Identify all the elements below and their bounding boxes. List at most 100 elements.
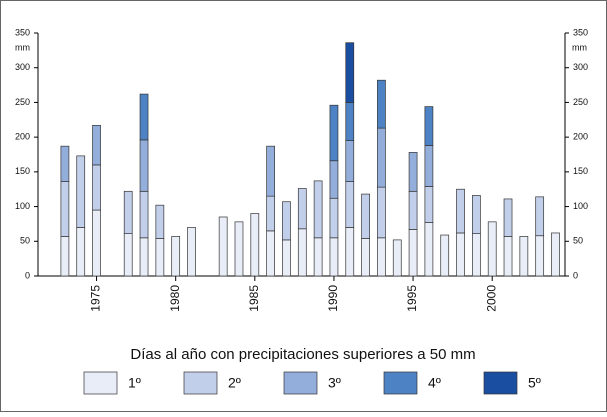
bar-segment	[92, 124, 101, 166]
bar-segment	[266, 145, 275, 197]
bar-segment	[345, 42, 355, 103]
bar-segment	[92, 164, 101, 211]
bar-segment	[472, 233, 481, 277]
bar-segment	[60, 145, 70, 182]
y2-tick-label: 150	[573, 166, 588, 176]
legend-swatch	[483, 371, 518, 395]
bar-segment	[266, 195, 275, 232]
bar-segment	[60, 181, 70, 237]
x-tick-label: 2000	[484, 285, 498, 312]
bar-segment	[535, 196, 545, 237]
bar-segment	[155, 238, 165, 277]
y2-tick-label: 50	[573, 236, 583, 246]
bar-segment	[76, 227, 86, 277]
y-tick-label: 350	[15, 27, 30, 37]
y-tick-label: 0	[25, 270, 30, 280]
bar-segment	[503, 198, 513, 237]
bar-segment	[377, 79, 386, 129]
y-tick-label: 200	[15, 132, 30, 142]
bar-segment	[250, 213, 260, 277]
y2-tick-label: 200	[573, 132, 588, 142]
bar-segment	[313, 237, 323, 277]
bar-segment	[123, 190, 133, 234]
bar-segment	[408, 190, 418, 230]
bar-segment	[377, 127, 386, 188]
bar-segment	[139, 237, 149, 277]
y-tick-label: 250	[15, 97, 30, 107]
bar-segment	[408, 229, 418, 277]
bar-segment	[60, 236, 70, 277]
x-tick-label: 1975	[89, 285, 103, 312]
bar-segment	[155, 204, 165, 239]
bar-segment	[424, 186, 434, 223]
y2-tick-label: 0	[573, 270, 578, 280]
bar-segment	[171, 236, 181, 277]
bar-segment	[503, 236, 513, 277]
legend-label: 2º	[228, 375, 241, 391]
bar-segment	[76, 155, 86, 228]
bar-segment	[329, 197, 339, 239]
y-tick-label: 50	[20, 236, 30, 246]
bar-segment	[345, 227, 355, 277]
bar-segment	[345, 181, 355, 228]
y2-unit: mm	[572, 42, 587, 52]
bar-segment	[329, 104, 339, 162]
bar-segment	[282, 239, 291, 277]
bar-segment	[392, 239, 402, 277]
legend-label: 4º	[428, 375, 441, 391]
bar-segment	[487, 221, 497, 277]
legend-label: 1º	[128, 375, 141, 391]
y2-tick-label: 250	[573, 97, 588, 107]
bar-segment	[139, 190, 149, 239]
y2-tick-label: 350	[573, 27, 588, 37]
legend-swatch	[183, 371, 218, 395]
x-tick-label: 1990	[326, 285, 340, 312]
bar-segment	[92, 209, 101, 277]
bar-segment	[424, 222, 434, 277]
y2-tick-label: 100	[573, 201, 588, 211]
bar-segment	[297, 228, 307, 277]
bar-segment	[424, 106, 434, 146]
bar-segment	[297, 188, 307, 230]
bar-segment	[456, 188, 465, 234]
bar-segment	[139, 93, 149, 141]
bar-segment	[282, 201, 291, 241]
bar-segment	[519, 236, 529, 277]
legend-swatch	[383, 371, 418, 395]
x-tick-label: 1980	[168, 285, 182, 312]
bar-segment	[424, 145, 434, 187]
legend-label: 3º	[328, 375, 341, 391]
x-tick-label: 1995	[405, 285, 419, 312]
legend-swatch	[83, 371, 118, 395]
legend-swatch	[283, 371, 318, 395]
bar-segment	[345, 140, 355, 182]
bar-segment	[234, 221, 244, 277]
bar-segment	[456, 232, 465, 277]
bar-segment	[361, 193, 370, 239]
legend-title: Días al año con precipitaciones superior…	[130, 346, 475, 363]
bar-segment	[218, 216, 228, 277]
bar-segment	[535, 235, 545, 277]
bar-segment	[551, 232, 560, 277]
legend-label: 5º	[528, 375, 541, 391]
y-tick-label: 300	[15, 62, 30, 72]
bar-segment	[361, 238, 370, 277]
bar-segment	[329, 237, 339, 277]
bar-segment	[377, 237, 386, 277]
bar-segment	[345, 102, 355, 141]
bar-segment	[329, 160, 339, 199]
bar-segment	[377, 186, 386, 239]
y-tick-label: 150	[15, 166, 30, 176]
y2-tick-label: 300	[573, 62, 588, 72]
bar-segment	[187, 227, 196, 277]
x-tick-label: 1985	[247, 285, 261, 312]
bar-segment	[123, 233, 133, 277]
bar-segment	[139, 139, 149, 192]
bar-segment	[472, 195, 481, 234]
bar-segment	[440, 234, 450, 277]
bar-segment	[408, 152, 418, 192]
bar-segment	[266, 230, 275, 277]
y-unit: mm	[15, 42, 30, 52]
y-tick-label: 100	[15, 201, 30, 211]
